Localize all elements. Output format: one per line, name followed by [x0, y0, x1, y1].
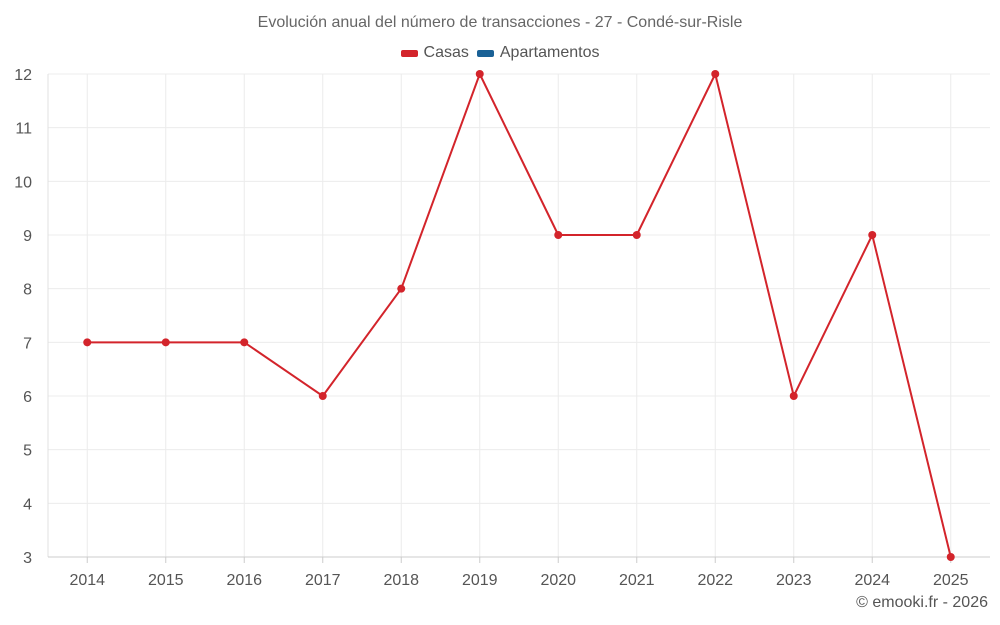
y-tick-label-10: 10: [14, 174, 32, 191]
legend-swatch-casas: [400, 49, 418, 57]
y-tick-label-4: 4: [23, 496, 32, 513]
y-tick-label-8: 8: [23, 282, 32, 299]
x-tick-label-2022: 2022: [697, 572, 733, 589]
x-tick-label-2024: 2024: [854, 572, 890, 589]
x-tick-label-2014: 2014: [69, 572, 105, 589]
data-point-casas-2021: [632, 231, 641, 239]
data-point-casas-2025: [946, 553, 955, 561]
data-point-casas-2014: [83, 338, 92, 347]
x-tick-label-2016: 2016: [226, 572, 262, 589]
y-tick-label-12: 12: [14, 67, 32, 84]
data-point-casas-2018: [397, 284, 406, 293]
data-point-casas-2024: [868, 231, 877, 239]
series-line-casas: [87, 73, 952, 558]
legend-swatch-apartamentos: [476, 49, 494, 57]
legend-label-apartamentos: Apartamentos: [499, 44, 600, 61]
x-tick-label-2023: 2023: [776, 572, 812, 589]
legend-item-apartamentos[interactable]: Apartamentos: [476, 44, 600, 62]
credit-text: © emooki.fr - 2026: [856, 594, 988, 611]
y-tick-label-7: 7: [23, 335, 32, 352]
x-tick-label-2015: 2015: [148, 572, 184, 589]
data-point-casas-2022: [711, 70, 720, 78]
data-point-casas-2017: [318, 392, 327, 400]
legend: Casas Apartamentos: [0, 44, 1000, 62]
y-tick-label-6: 6: [23, 389, 32, 406]
x-tick-label-2020: 2020: [540, 572, 576, 589]
y-tick-label-11: 11: [15, 121, 32, 138]
x-tick-label-2017: 2017: [305, 572, 341, 589]
legend-label-casas: Casas: [423, 44, 469, 61]
data-point-casas-2015: [161, 338, 170, 347]
y-tick-label-5: 5: [23, 443, 32, 460]
data-point-casas-2016: [240, 338, 249, 347]
x-tick-label-2018: 2018: [383, 572, 419, 589]
chart-title: Evolución anual del número de transaccio…: [257, 14, 743, 31]
data-point-casas-2023: [789, 392, 798, 400]
legend-item-casas[interactable]: Casas: [400, 44, 469, 62]
data-point-casas-2020: [554, 231, 563, 239]
y-tick-label-9: 9: [23, 228, 32, 245]
data-point-casas-2019: [475, 70, 484, 78]
x-tick-label-2025: 2025: [933, 572, 969, 589]
x-tick-label-2021: 2021: [619, 572, 655, 589]
y-tick-label-3: 3: [23, 550, 32, 567]
x-tick-label-2019: 2019: [462, 572, 498, 589]
